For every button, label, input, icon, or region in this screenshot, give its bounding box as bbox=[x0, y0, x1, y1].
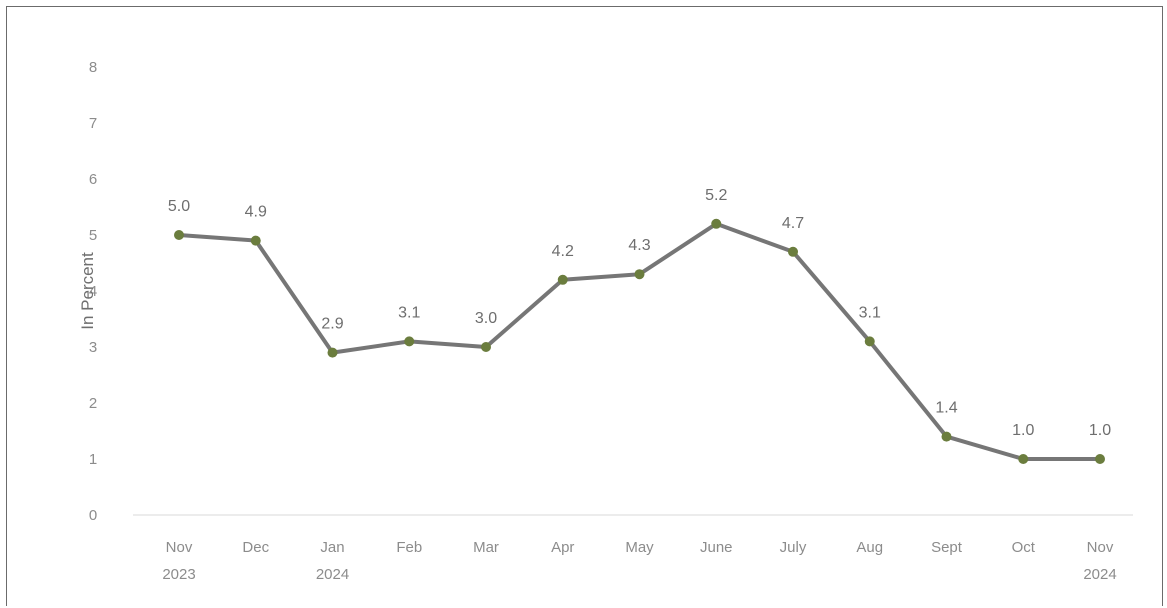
y-tick-label: 6 bbox=[89, 171, 97, 188]
x-tick-year-label: 2024 bbox=[316, 566, 349, 583]
data-point bbox=[174, 230, 184, 240]
y-tick-label: 3 bbox=[89, 339, 97, 356]
chart-frame: 0 1 2 3 4 5 6 7 8 Nov 2023 Dec Jan 2024 Feb Mar Apr May Ju… bbox=[6, 6, 1163, 606]
data-point bbox=[864, 336, 875, 347]
y-tick-label: 7 bbox=[89, 115, 97, 132]
data-label: 1.0 bbox=[1012, 422, 1034, 439]
x-tick-label: Dec bbox=[242, 539, 269, 556]
data-label: 5.2 bbox=[705, 187, 727, 204]
data-label: 3.0 bbox=[475, 310, 497, 327]
data-label: 1.0 bbox=[1089, 422, 1111, 439]
line-chart: 0 1 2 3 4 5 6 7 8 Nov 2023 Dec Jan 2024 Feb Mar Apr May Ju… bbox=[78, 59, 1133, 583]
x-tick-label: July bbox=[780, 539, 807, 556]
label-layer: 5.0 4.9 2.9 3.1 3.0 4.2 4.3 5.2 4.7 3.1 1.4 1.0 1.0 bbox=[168, 187, 1111, 439]
data-point bbox=[327, 347, 338, 358]
data-point bbox=[557, 274, 568, 285]
x-tick-label: May bbox=[625, 539, 654, 556]
data-label: 4.2 bbox=[552, 243, 574, 260]
data-point bbox=[941, 431, 952, 442]
data-point bbox=[634, 269, 645, 280]
x-tick-label: Oct bbox=[1012, 539, 1036, 556]
data-label: 4.9 bbox=[245, 204, 267, 221]
data-label: 4.7 bbox=[782, 215, 804, 232]
data-point bbox=[1018, 454, 1029, 464]
y-tick-label: 5 bbox=[89, 227, 97, 244]
y-tick-label: 2 bbox=[89, 395, 97, 412]
x-tick-year-label: 2023 bbox=[162, 566, 195, 583]
data-label: 3.1 bbox=[859, 304, 881, 321]
y-tick-label: 0 bbox=[89, 507, 97, 524]
x-tick-label: Sept bbox=[931, 539, 963, 556]
data-label: 5.0 bbox=[168, 198, 190, 215]
series-line bbox=[177, 221, 1102, 461]
line-layer bbox=[177, 221, 1102, 461]
data-label: 3.1 bbox=[398, 304, 420, 321]
data-point bbox=[250, 235, 261, 246]
x-tick-label: June bbox=[700, 539, 733, 556]
x-tick-label: Jan bbox=[320, 539, 344, 556]
data-point bbox=[481, 342, 491, 352]
x-tick-label: Nov bbox=[166, 539, 193, 556]
data-label: 4.3 bbox=[628, 237, 650, 254]
axis-layer: 0 1 2 3 4 5 6 7 8 Nov 2023 Dec Jan 2024 Feb Mar Apr May Ju… bbox=[89, 59, 1133, 583]
data-point bbox=[788, 246, 798, 257]
y-axis-title: In Percent bbox=[78, 252, 97, 330]
marker-layer bbox=[174, 218, 1105, 464]
x-tick-label: Aug bbox=[856, 539, 883, 556]
y-tick-label: 4 bbox=[89, 283, 97, 300]
x-tick-year-label: 2024 bbox=[1083, 566, 1116, 583]
data-label: 2.9 bbox=[321, 316, 343, 333]
x-tick-label: Feb bbox=[396, 539, 422, 556]
x-tick-label: Nov bbox=[1087, 539, 1114, 556]
x-tick-label: Apr bbox=[551, 539, 574, 556]
data-label: 1.4 bbox=[935, 400, 957, 417]
data-point bbox=[1095, 454, 1105, 464]
y-tick-label: 8 bbox=[89, 59, 97, 76]
data-point bbox=[404, 336, 415, 347]
data-point bbox=[711, 218, 722, 229]
y-tick-label: 1 bbox=[89, 451, 97, 468]
x-tick-label: Mar bbox=[473, 539, 499, 556]
